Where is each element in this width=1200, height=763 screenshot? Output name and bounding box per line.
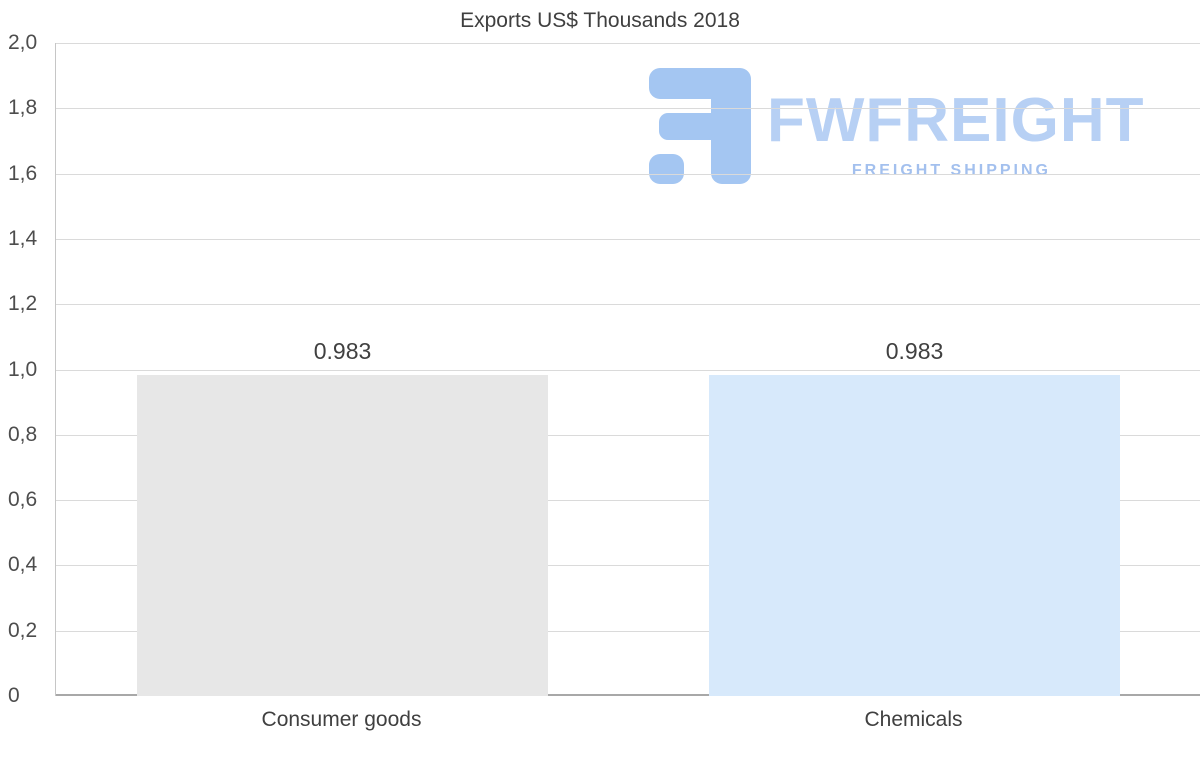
watermark-brand: FWFREIGHT xyxy=(767,86,1145,155)
x-axis-line xyxy=(56,694,1200,696)
y-tick-label: 2,0 xyxy=(8,31,38,54)
plot-area: FWFREIGHT FREIGHT SHIPPING 0.983 0.983 xyxy=(55,43,1200,696)
y-tick-label: 1,4 xyxy=(8,227,38,250)
y-tick-label: 0 xyxy=(8,684,20,707)
y-tick-label: 0,2 xyxy=(8,619,38,642)
gridline xyxy=(56,174,1200,175)
watermark-text: FWFREIGHT FREIGHT SHIPPING xyxy=(767,90,1149,180)
y-tick-label: 0,8 xyxy=(8,423,38,446)
gridline xyxy=(56,239,1200,240)
y-tick-label: 0,6 xyxy=(8,488,38,511)
y-tick-label: 1,2 xyxy=(8,292,38,315)
gridline xyxy=(56,565,1200,566)
bar-value-label: 0.983 xyxy=(313,338,372,364)
y-tick-label: 1,6 xyxy=(8,162,38,185)
y-tick-label: 1,0 xyxy=(8,358,38,381)
gridline xyxy=(56,43,1200,44)
x-category-label: Consumer goods xyxy=(261,708,422,731)
gridline xyxy=(56,500,1200,501)
bar-value-label: 0.983 xyxy=(885,338,944,364)
fwfreight-logo-icon xyxy=(649,68,751,184)
gridline xyxy=(56,304,1200,305)
x-category-label: Chemicals xyxy=(864,708,963,731)
watermark: FWFREIGHT FREIGHT SHIPPING xyxy=(649,68,1149,190)
y-tick-label: 1,8 xyxy=(8,96,38,119)
gridline xyxy=(56,631,1200,632)
gridline xyxy=(56,108,1200,109)
bar-consumer-goods xyxy=(137,375,548,696)
gridline xyxy=(56,435,1200,436)
y-tick-label: 0,4 xyxy=(8,553,38,576)
bar-chemicals xyxy=(709,375,1120,696)
chart-title: Exports US$ Thousands 2018 xyxy=(460,9,740,32)
gridline xyxy=(56,370,1200,371)
watermark-tagline: FREIGHT SHIPPING xyxy=(851,162,1051,179)
